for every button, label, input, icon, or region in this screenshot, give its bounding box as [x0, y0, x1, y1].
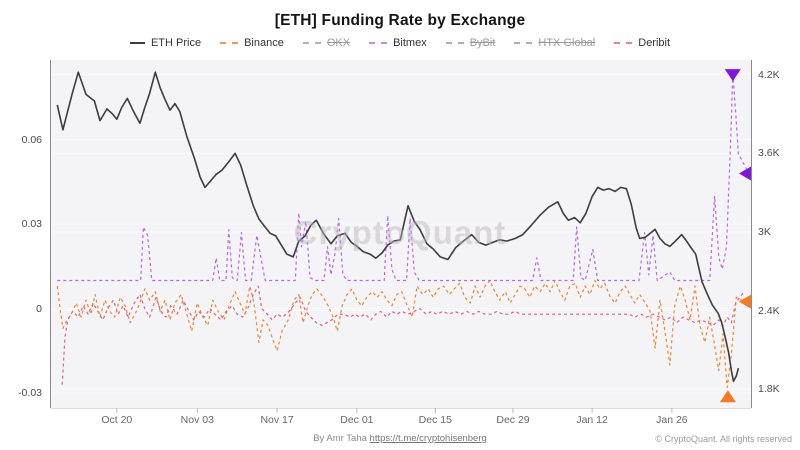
byline-text: By Amr Taha: [313, 433, 367, 444]
left-axis-tick: 0.03: [21, 218, 42, 231]
legend-item-binance[interactable]: Binance: [220, 37, 284, 49]
x-axis-tick: Dec 01: [340, 414, 374, 426]
legend-item-bitmex[interactable]: Bitmex: [369, 37, 427, 49]
byline-link[interactable]: https://t.me/cryptohisenberg: [369, 433, 487, 444]
legend-item-htx-global[interactable]: HTX Global: [514, 37, 595, 49]
legend-label-htx-global: HTX Global: [538, 37, 596, 49]
left-axis-tick: 0.06: [21, 133, 42, 146]
legend-swatch-bybit: [445, 42, 464, 44]
x-axis-tick: Nov 03: [180, 414, 214, 426]
legend-swatch-okx: [302, 42, 321, 44]
right-axis-tick: 1.8K: [758, 383, 780, 396]
x-axis-tick: Dec 29: [496, 414, 530, 426]
legend-swatch-deribit: [614, 42, 633, 44]
x-axis-tick: Nov 17: [260, 414, 294, 426]
right-axis-tick: 4.2K: [758, 68, 780, 81]
x-axis-tick: Oct 20: [101, 414, 133, 426]
legend-swatch-htx-global: [514, 42, 533, 44]
legend-label-eth-price: ETH Price: [150, 37, 202, 49]
left-axis-tick: 0: [36, 302, 42, 315]
left-axis-tick: -0.03: [18, 387, 42, 400]
legend-item-deribit[interactable]: Deribit: [614, 37, 670, 49]
copyright-notice: © CryptoQuant. All rights reserved: [655, 434, 792, 444]
legend-swatch-binance: [220, 42, 239, 44]
legend-label-bybit: ByBit: [469, 37, 496, 49]
chart-legend: ETH Price Binance OKX Bitmex ByBit HTX Global…: [0, 37, 800, 49]
legend-label-bitmex: Bitmex: [393, 37, 427, 49]
legend-item-bybit[interactable]: ByBit: [445, 37, 496, 49]
legend-label-okx: OKX: [326, 37, 351, 49]
legend-item-okx[interactable]: OKX: [302, 37, 351, 49]
right-axis-tick: 3K: [758, 225, 771, 238]
plot-area[interactable]: [51, 60, 751, 409]
legend-label-deribit: Deribit: [638, 37, 671, 49]
x-axis-tick: Dec 15: [418, 414, 452, 426]
chart-title: [ETH] Funding Rate by Exchange: [274, 12, 526, 29]
right-axis-tick: 3.6K: [758, 147, 780, 160]
legend-label-binance: Binance: [244, 37, 284, 49]
legend-swatch-eth-price: [129, 42, 145, 44]
x-axis-tick: Jan 26: [656, 414, 688, 426]
legend-swatch-bitmex: [369, 42, 388, 44]
chart-byline: By Amr Taha https://t.me/cryptohisenberg: [0, 433, 800, 444]
right-axis-tick: 2.4K: [758, 304, 780, 317]
legend-item-eth-price[interactable]: ETH Price: [129, 37, 202, 49]
x-axis-tick: Jan 12: [576, 414, 608, 426]
